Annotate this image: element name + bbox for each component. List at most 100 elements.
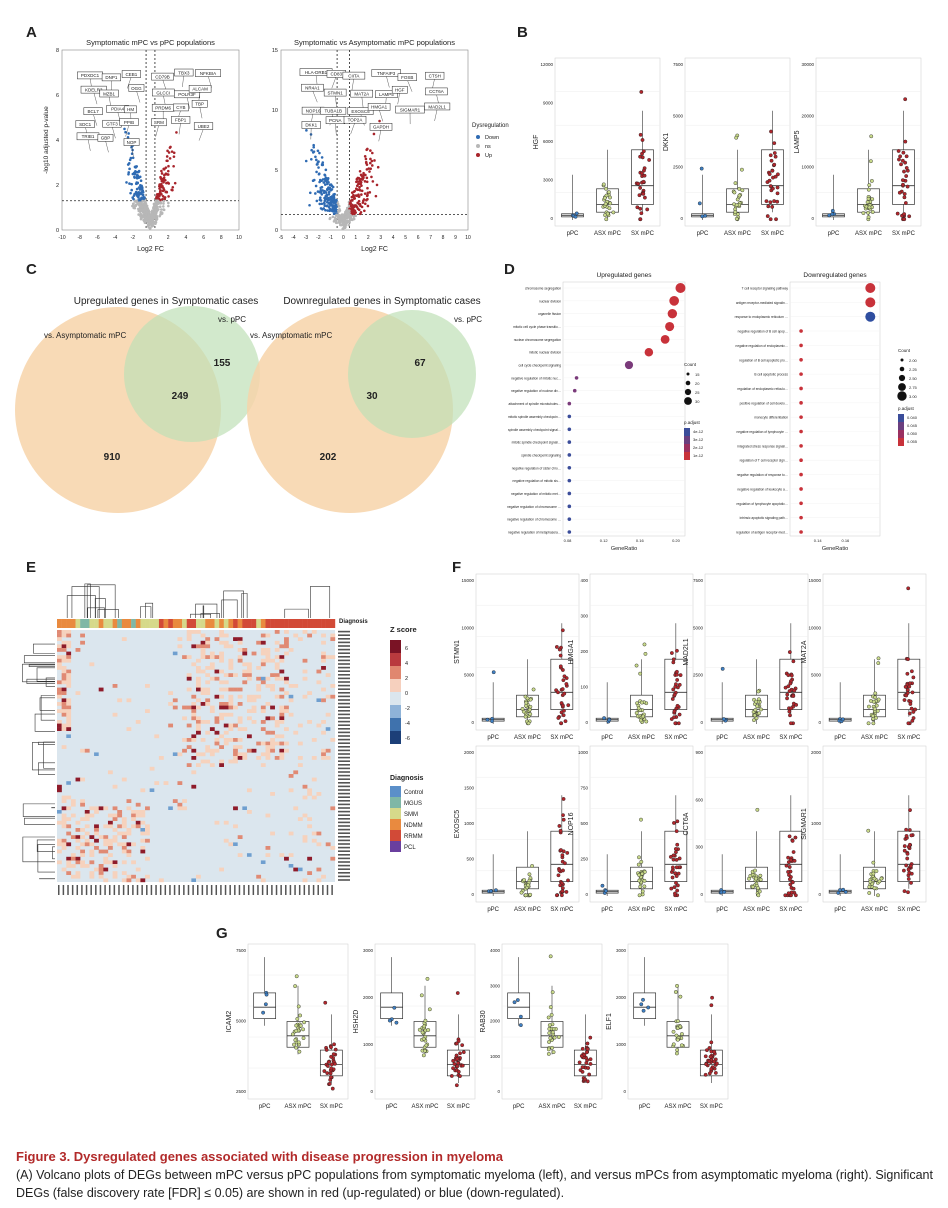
data-point bbox=[904, 834, 909, 838]
row-gene-label bbox=[338, 868, 350, 870]
data-point bbox=[512, 1000, 517, 1005]
data-point bbox=[359, 189, 362, 192]
heatmap-cell bbox=[149, 788, 155, 792]
venn-left-label: vs. Asymptomatic mPC bbox=[250, 331, 332, 340]
data-point bbox=[368, 191, 372, 194]
data-point bbox=[583, 1077, 587, 1082]
y-tick-label: 1000 bbox=[811, 821, 822, 826]
data-point bbox=[350, 210, 354, 213]
data-point bbox=[647, 158, 652, 162]
data-point bbox=[328, 207, 332, 211]
gene-label: HM bbox=[127, 107, 134, 112]
heatmap-cell bbox=[57, 687, 62, 692]
heatmap-cell bbox=[270, 705, 275, 710]
column-sample-label bbox=[178, 885, 180, 895]
data-point bbox=[160, 208, 163, 211]
diagnosis-annotation-label: Diagnosis bbox=[339, 619, 368, 625]
heatmap-cell bbox=[196, 716, 201, 721]
data-point bbox=[588, 1057, 593, 1062]
data-point bbox=[902, 848, 907, 853]
heatmap-cell bbox=[94, 824, 99, 829]
gene-label: TBX3 bbox=[178, 70, 190, 75]
heatmap-cell bbox=[196, 720, 201, 724]
heatmap-cell bbox=[200, 669, 206, 674]
data-point bbox=[353, 204, 357, 207]
data-point bbox=[785, 696, 789, 701]
data-point bbox=[768, 184, 773, 188]
x-tick-label: SX mPC bbox=[779, 735, 803, 741]
data-point bbox=[158, 187, 161, 190]
row-gene-label bbox=[338, 854, 350, 856]
data-point bbox=[161, 189, 165, 193]
heatmap-cell bbox=[84, 748, 90, 753]
data-point bbox=[335, 205, 338, 208]
column-dendrogram-branch bbox=[84, 583, 91, 618]
data-point bbox=[134, 190, 138, 194]
data-point bbox=[601, 182, 606, 187]
data-point bbox=[699, 166, 704, 171]
column-dendrogram-branch bbox=[195, 603, 218, 618]
gene-label-box bbox=[347, 107, 374, 115]
heatmap-cell bbox=[279, 705, 285, 710]
data-point bbox=[547, 1040, 551, 1044]
data-point bbox=[140, 197, 143, 200]
column-sample-label bbox=[62, 885, 65, 895]
heatmap-cell bbox=[274, 640, 280, 645]
data-point bbox=[337, 205, 341, 208]
data-point bbox=[558, 664, 563, 669]
data-point bbox=[866, 210, 871, 215]
heatmap-cell bbox=[237, 835, 243, 839]
data-point bbox=[635, 205, 640, 210]
row-gene-label bbox=[338, 684, 350, 687]
data-point bbox=[787, 877, 792, 882]
x-tick-label: -5 bbox=[279, 235, 284, 241]
data-point bbox=[127, 172, 130, 176]
data-point bbox=[876, 893, 880, 898]
heatmap-cell bbox=[75, 828, 81, 832]
data-point bbox=[326, 182, 329, 186]
data-point bbox=[155, 217, 159, 221]
data-point bbox=[562, 691, 567, 696]
data-point bbox=[671, 857, 676, 862]
heatmap-cell bbox=[186, 676, 192, 681]
heatmap-cell bbox=[61, 705, 67, 710]
diagnosis-cell bbox=[196, 619, 201, 628]
heatmap-cell bbox=[288, 684, 294, 688]
diagnosis-cell bbox=[311, 619, 317, 628]
row-gene-label bbox=[338, 861, 350, 863]
heatmap-cell bbox=[288, 698, 294, 703]
heatmap-cell bbox=[242, 752, 248, 757]
data-point bbox=[167, 201, 170, 205]
row-gene-label bbox=[338, 796, 350, 798]
row-dendrogram-branch bbox=[45, 677, 55, 687]
data-point bbox=[333, 1061, 337, 1066]
data-point bbox=[452, 1062, 457, 1066]
row-gene-label bbox=[338, 818, 350, 820]
data-point bbox=[560, 853, 565, 858]
heatmap-cell bbox=[126, 831, 132, 836]
zscore-swatch bbox=[390, 705, 401, 718]
heatmap-cell bbox=[140, 831, 146, 836]
y-tick-label: 7500 bbox=[693, 578, 704, 583]
heatmap-cell bbox=[66, 651, 72, 656]
panel-letter-A: A bbox=[26, 24, 37, 41]
enrichment-dot bbox=[865, 297, 876, 308]
y-tick-label: 10000 bbox=[808, 625, 821, 630]
heatmap-cell bbox=[246, 662, 252, 667]
data-point bbox=[323, 1000, 328, 1005]
data-point bbox=[712, 1059, 716, 1064]
heatmap-cell bbox=[256, 874, 262, 879]
data-point bbox=[316, 149, 320, 153]
heatmap-cell bbox=[191, 662, 197, 667]
data-point bbox=[585, 1047, 590, 1051]
data-point bbox=[341, 222, 345, 225]
data-point bbox=[559, 848, 563, 852]
x-tick-label: SX mPC bbox=[447, 1104, 471, 1110]
heatmap-cell bbox=[168, 723, 174, 728]
heatmap-cell bbox=[80, 864, 85, 868]
data-point bbox=[559, 710, 564, 715]
data-point bbox=[552, 1035, 557, 1040]
y-tick-label: 1000 bbox=[490, 1054, 501, 1059]
data-point bbox=[347, 223, 351, 227]
term-label: mitotic spindle assembly checkpoin… bbox=[508, 415, 561, 419]
